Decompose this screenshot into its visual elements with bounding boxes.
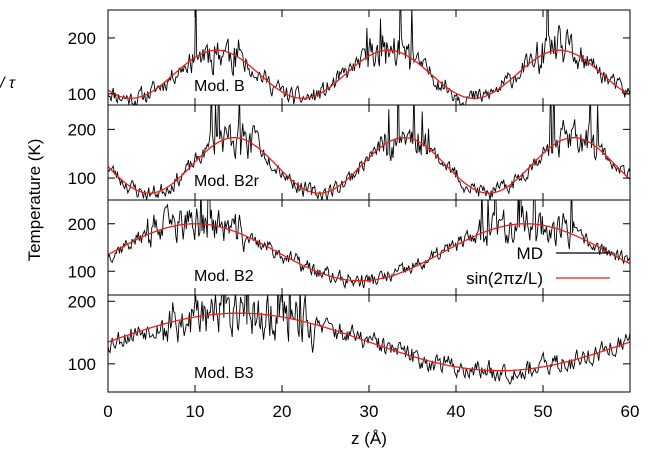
legend-label-fit: sin(2πz/L) (466, 269, 543, 288)
md-series-line (108, 10, 630, 105)
x-tick-label: 60 (621, 402, 640, 421)
stray-label: / τ (0, 75, 16, 92)
legend-label-md: MD (517, 244, 543, 263)
x-tick-label: 40 (447, 402, 466, 421)
sine-fit-line (108, 49, 630, 99)
md-series-line (108, 105, 630, 200)
panel-label: Mod. B2r (194, 173, 260, 190)
x-tick-label: 30 (360, 402, 379, 421)
panel-frame (107, 294, 631, 393)
y-tick-label: 100 (68, 169, 96, 188)
sine-fit-line (108, 136, 630, 194)
y-tick-label: 200 (68, 215, 96, 234)
y-tick-label: 200 (68, 120, 96, 139)
x-tick-labels: 0 10 20 30 40 50 60 (103, 402, 639, 421)
panel-frame (107, 9, 631, 106)
y-tick-label: 100 (68, 262, 96, 281)
y-tick-label: 200 (68, 29, 96, 48)
sine-fit-line (108, 223, 630, 282)
panel-1: 100 200 Mod. B2r (68, 104, 631, 201)
y-tick-label: 100 (68, 355, 96, 374)
sine-fit-line (108, 312, 630, 372)
md-series-line (108, 200, 630, 290)
panel-label: Mod. B (194, 78, 245, 95)
x-tick-label: 20 (273, 402, 292, 421)
y-tick-label: 200 (68, 292, 96, 311)
panel-0: 100 200 Mod. B (68, 9, 631, 106)
md-series-line (108, 295, 630, 385)
panel-label: Mod. B2 (194, 268, 254, 285)
legend: MD sin(2πz/L) (466, 244, 610, 288)
panel-label: Mod. B3 (194, 365, 254, 382)
x-axis-title: z (Å) (351, 429, 387, 448)
x-tick-label: 50 (534, 402, 553, 421)
x-tick-label: 0 (103, 402, 112, 421)
y-axis-title: Temperature (K) (25, 139, 44, 262)
panel-2: 200 100 Mod. B2 (68, 199, 631, 296)
y-tick-label: 100 (68, 85, 96, 104)
panel-3: 200 100 Mod. B3 (68, 292, 631, 393)
x-tick-label: 10 (186, 402, 205, 421)
